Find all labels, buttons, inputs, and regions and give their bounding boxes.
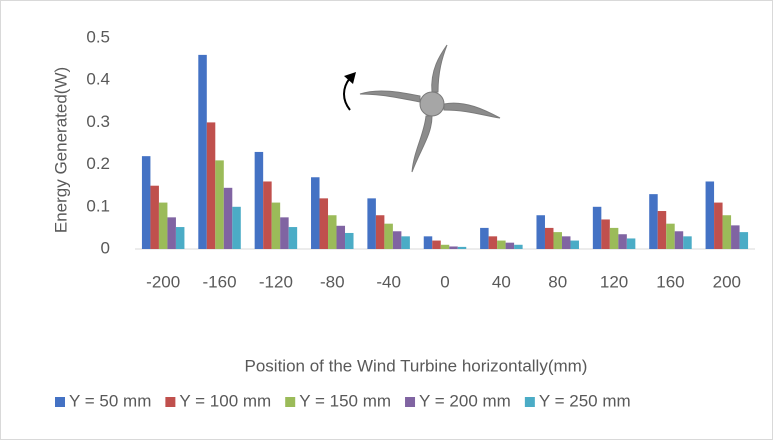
bar — [657, 211, 667, 249]
bar — [626, 238, 636, 249]
bar — [561, 236, 571, 249]
bar — [223, 187, 233, 249]
legend-label: Y = 150 mm — [299, 391, 391, 410]
legend-label: Y = 50 mm — [69, 391, 151, 410]
bar — [328, 215, 337, 249]
bar — [544, 227, 554, 249]
x-tick-label: 120 — [600, 272, 628, 291]
x-tick-label: 200 — [713, 272, 741, 291]
y-axis-title: Energy Generated(W) — [51, 67, 70, 233]
legend-swatch — [285, 397, 296, 407]
bar — [288, 227, 298, 249]
bar — [666, 223, 675, 249]
bar — [674, 231, 684, 249]
bar — [440, 244, 450, 249]
bar — [206, 122, 216, 249]
bar — [311, 177, 320, 249]
bar — [480, 227, 489, 249]
x-tick-label: 160 — [656, 272, 684, 291]
bar — [392, 231, 402, 249]
bar — [401, 236, 410, 249]
bar — [722, 215, 732, 249]
bar — [280, 217, 289, 249]
x-tick-label: 80 — [548, 272, 567, 291]
bar — [739, 232, 749, 249]
bar — [384, 223, 393, 249]
y-tick-label: 0.5 — [86, 27, 110, 46]
x-tick-label: -200 — [146, 272, 180, 291]
bar — [150, 185, 159, 249]
bar — [553, 232, 562, 249]
bar — [167, 217, 176, 249]
bar — [497, 240, 506, 249]
x-axis-title: Position of the Wind Turbine horizontall… — [245, 356, 588, 375]
bar — [649, 194, 658, 249]
bar — [158, 202, 168, 249]
turbine-icon — [343, 44, 501, 173]
y-tick-label: 0.1 — [86, 196, 110, 215]
bar — [254, 151, 264, 249]
bar — [232, 206, 241, 249]
bar — [609, 227, 619, 249]
bar — [714, 202, 723, 249]
bar — [457, 246, 467, 249]
bar — [488, 236, 498, 249]
bar — [731, 225, 740, 249]
x-tick-label: -160 — [203, 272, 237, 291]
x-tick-label: -40 — [376, 272, 401, 291]
y-tick-label: 0.3 — [86, 112, 110, 131]
bar — [367, 198, 376, 249]
bar — [536, 215, 545, 249]
bar — [432, 240, 441, 249]
y-tick-label: 0.4 — [86, 70, 110, 89]
bar — [336, 225, 346, 249]
legend-swatch — [524, 397, 535, 407]
bar — [618, 234, 627, 249]
legend-swatch — [405, 397, 416, 407]
legend-label: Y = 100 mm — [179, 391, 271, 410]
bar — [271, 202, 281, 249]
legend-label: Y = 200 mm — [419, 391, 511, 410]
x-tick-label: -80 — [320, 272, 345, 291]
bar — [449, 246, 458, 249]
legend-label: Y = 250 mm — [539, 391, 631, 410]
x-tick-label: 0 — [440, 272, 449, 291]
bar — [263, 181, 272, 249]
bar — [601, 219, 610, 249]
bar — [345, 232, 354, 249]
legend-swatch — [165, 397, 176, 407]
bar — [705, 181, 715, 249]
x-tick-label: -120 — [259, 272, 293, 291]
legend-swatch — [55, 397, 65, 407]
bar — [592, 206, 602, 249]
bar — [319, 198, 329, 249]
bar — [198, 54, 207, 249]
y-tick-label: 0.2 — [86, 154, 110, 173]
bar — [423, 236, 433, 249]
x-tick-label: 40 — [492, 272, 511, 291]
y-tick-label: 0 — [101, 238, 110, 257]
bar — [683, 236, 692, 249]
bar — [375, 215, 385, 249]
bar — [570, 240, 579, 249]
bar — [175, 227, 185, 249]
bar — [215, 160, 224, 249]
bar — [141, 156, 151, 249]
bar — [505, 242, 515, 249]
bar — [514, 244, 523, 249]
